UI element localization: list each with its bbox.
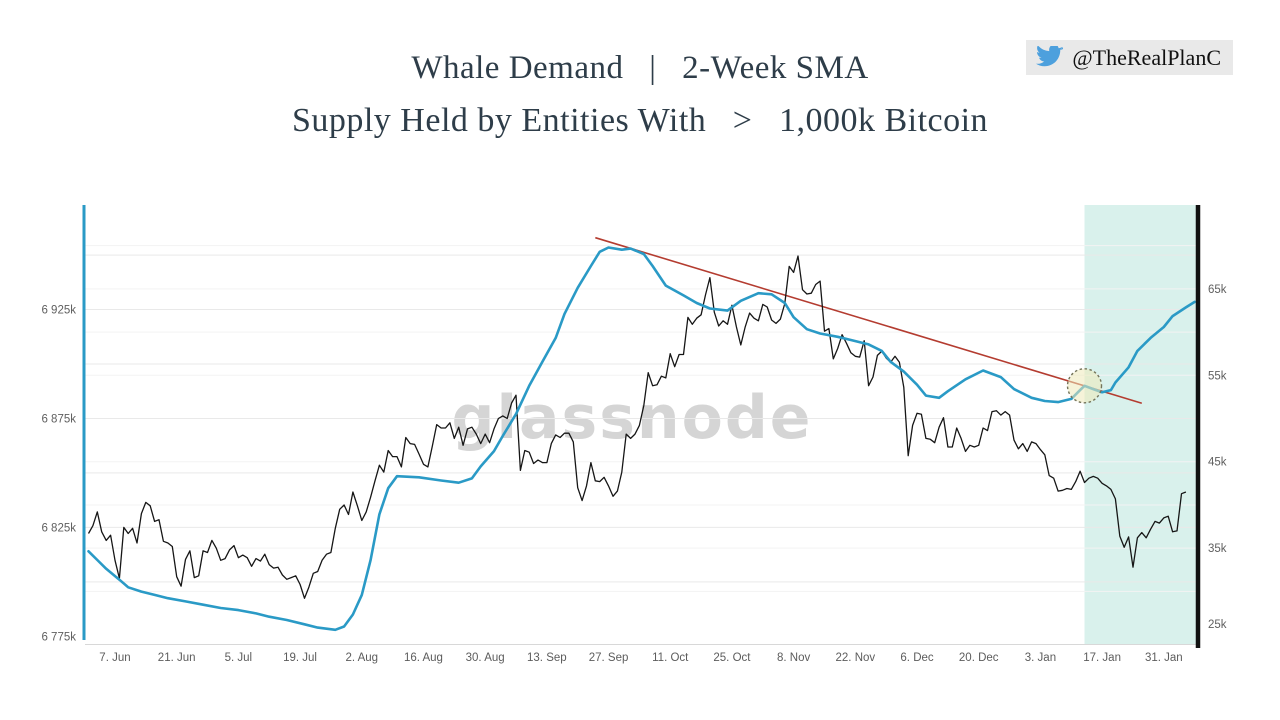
crossover-highlight-circle xyxy=(1066,368,1103,404)
x-axis-tick-label: 19. Jul xyxy=(283,652,317,664)
x-axis-tick-label: 30. Aug xyxy=(466,652,505,664)
x-axis-tick-label: 20. Dec xyxy=(959,652,999,664)
left-axis-tick-label: 6 775k xyxy=(41,631,76,643)
x-axis-tick-label: 31. Jan xyxy=(1145,652,1183,664)
twitter-handle: @TheRealPlanC xyxy=(1072,44,1221,70)
x-axis-tick-label: 11. Oct xyxy=(652,652,689,664)
chart-title-block: Whale Demand | 2-Week SMA Supply Held by… xyxy=(0,52,1280,138)
x-axis-tick-label: 7. Jun xyxy=(99,652,130,664)
right-axis-tick-label: 35k xyxy=(1208,543,1227,555)
right-axis-tick-label: 25k xyxy=(1208,619,1227,631)
whale-supply-sma-line xyxy=(87,246,1196,632)
left-axis-tick-label: 6 825k xyxy=(41,522,76,534)
right-axis-tick-label: 55k xyxy=(1208,370,1227,382)
chart-title-line2: Supply Held by Entities With > 1,000k Bi… xyxy=(291,102,989,139)
x-axis-tick-label: 6. Dec xyxy=(900,652,933,664)
x-axis-tick-label: 22. Nov xyxy=(836,652,876,664)
x-axis-tick-label: 2. Aug xyxy=(345,652,378,664)
twitter-bird-icon xyxy=(1036,46,1064,69)
resistance-trendline xyxy=(595,236,1143,404)
x-axis-tick-label: 5. Jul xyxy=(225,652,253,664)
x-axis-tick-label: 27. Sep xyxy=(589,652,629,664)
btc-price-line xyxy=(87,255,1187,599)
x-axis-tick-label: 25. Oct xyxy=(713,652,751,664)
x-axis-tick-label: 3. Jan xyxy=(1025,652,1056,664)
x-axis-tick-label: 16. Aug xyxy=(404,652,443,664)
right-axis-tick-label: 65k xyxy=(1208,284,1227,296)
highlight-region xyxy=(1084,205,1196,645)
left-axis-tick-label: 6 875k xyxy=(41,413,76,425)
x-axis-tick-label: 13. Sep xyxy=(527,652,567,664)
twitter-badge[interactable]: @TheRealPlanC xyxy=(1026,40,1233,75)
x-axis-tick-label: 8. Nov xyxy=(777,652,810,664)
right-axis-tick-label: 45k xyxy=(1208,457,1227,469)
left-axis-tick-label: 6 925k xyxy=(41,305,76,317)
x-axis-tick-label: 21. Jun xyxy=(158,652,196,664)
chart-title-line1: Whale Demand | 2-Week SMA xyxy=(411,50,869,86)
x-axis-tick-label: 17. Jan xyxy=(1083,652,1121,664)
